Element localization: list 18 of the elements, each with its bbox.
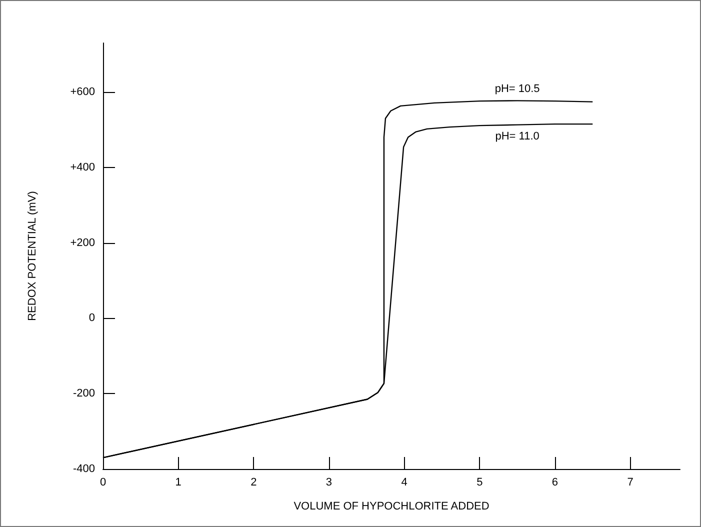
x-tick-label: 2 [250, 476, 257, 488]
x-tick-label: 3 [326, 476, 332, 488]
x-tick-label: 4 [401, 476, 408, 488]
y-tick-label: -200 [72, 388, 95, 400]
y-tick-label: +600 [70, 86, 95, 98]
y-tick-label: -400 [72, 463, 95, 475]
x-tick-label: 5 [476, 476, 483, 488]
x-tick-label: 7 [627, 476, 634, 488]
x-tick-label: 1 [175, 476, 182, 488]
series-label: pH= 11.0 [495, 130, 540, 142]
x-axis-title: VOLUME OF HYPOCHLORITE ADDED [294, 500, 490, 512]
x-tick-label: 6 [552, 476, 558, 488]
y-tick-label: +400 [70, 161, 95, 174]
y-tick-label: 0 [88, 312, 95, 324]
y-axis-title: REDOX POTENTIAL (mV) [26, 191, 38, 321]
x-tick-label: 0 [100, 476, 106, 488]
y-tick-label: +200 [70, 236, 95, 249]
series-label: pH= 10.5 [494, 83, 540, 96]
